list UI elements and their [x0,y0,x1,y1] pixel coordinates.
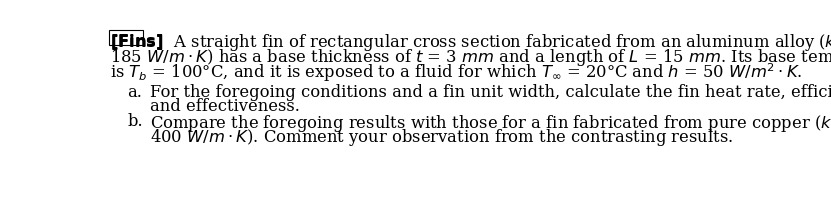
Text: 185 $W/m\cdot K$) has a base thickness of $t$ = 3 $mm$ and a length of $L$ = 15 : 185 $W/m\cdot K$) has a base thickness o… [110,47,831,68]
Text: a.: a. [127,84,142,101]
Text: Compare the foregoing results with those for a fin fabricated from pure copper (: Compare the foregoing results with those… [150,113,831,134]
Text: 400 $W/m\cdot K$). Comment your observation from the contrasting results.: 400 $W/m\cdot K$). Comment your observat… [150,127,734,148]
Text: and effectiveness.: and effectiveness. [150,98,300,115]
Text: For the foregoing conditions and a fin unit width, calculate the fin heat rate, : For the foregoing conditions and a fin u… [150,84,831,101]
Text: b.: b. [127,113,143,130]
Text: $\mathbf{[Fins]}$  A straight fin of rectangular cross section fabricated from a: $\mathbf{[Fins]}$ A straight fin of rect… [110,32,831,53]
Text: is $T_b$ = 100°C, and it is exposed to a fluid for which $T_{\infty}$ = 20°C and: is $T_b$ = 100°C, and it is exposed to a… [110,61,803,84]
Text: $\mathbf{[Fins]}$: $\mathbf{[Fins]}$ [110,32,164,51]
Bar [110,30,143,45]
